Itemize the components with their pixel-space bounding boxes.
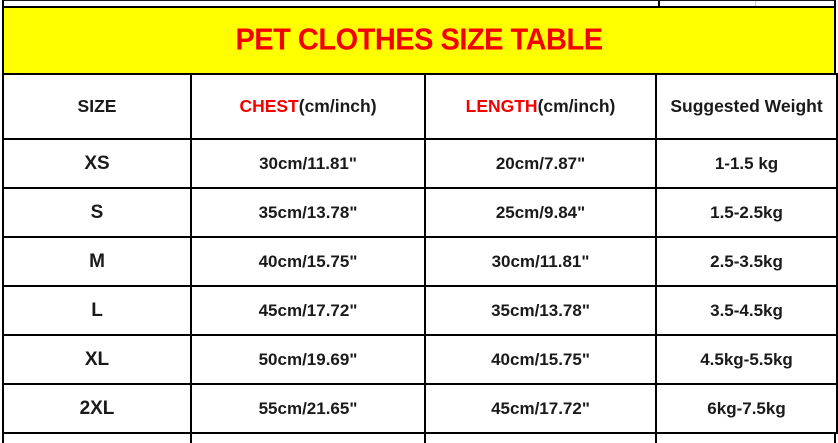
weight-cell: 3.5-4.5kg xyxy=(655,285,838,336)
table-row: L 45cm/17.72" 35cm/13.78" 3.5-4.5kg xyxy=(2,285,838,336)
length-cell: 45cm/17.72" xyxy=(424,383,657,434)
size-cell: XL xyxy=(2,334,192,385)
header-text: Suggested Weight xyxy=(670,96,823,116)
page-title: PET CLOTHES SIZE TABLE xyxy=(235,23,603,57)
table-row: S 35cm/13.78" 25cm/9.84" 1.5-2.5kg xyxy=(2,187,838,238)
chest-cell: 40cm/15.75" xyxy=(190,236,426,287)
col-header-size: SIZE xyxy=(2,73,192,140)
spreadsheet-bottom-row-remnant xyxy=(2,434,836,443)
gridline xyxy=(658,1,660,6)
size-cell: L xyxy=(2,285,192,336)
size-cell: M xyxy=(2,236,192,287)
gridline xyxy=(190,434,192,443)
length-cell: 35cm/13.78" xyxy=(424,285,657,336)
weight-cell: 2.5-3.5kg xyxy=(655,236,838,287)
table-row: 2XL 55cm/21.65" 45cm/17.72" 6kg-7.5kg xyxy=(2,383,838,434)
size-cell: 2XL xyxy=(2,383,192,434)
col-header-length: LENGTH(cm/inch) xyxy=(424,73,657,140)
chest-cell: 55cm/21.65" xyxy=(190,383,426,434)
table-header-row: SIZE CHEST(cm/inch) LENGTH(cm/inch) Sugg… xyxy=(2,73,838,140)
length-cell: 20cm/7.87" xyxy=(424,138,657,189)
gridline xyxy=(655,434,657,443)
header-text: SIZE xyxy=(77,96,117,116)
length-cell: 40cm/15.75" xyxy=(424,334,657,385)
weight-cell: 1.5-2.5kg xyxy=(655,187,838,238)
gridline xyxy=(424,434,426,443)
spreadsheet-top-row-remnant xyxy=(2,0,836,6)
size-cell: S xyxy=(2,187,192,238)
table-row: M 40cm/15.75" 30cm/11.81" 2.5-3.5kg xyxy=(2,236,838,287)
weight-cell: 4.5kg-5.5kg xyxy=(655,334,838,385)
chest-cell: 35cm/13.78" xyxy=(190,187,426,238)
size-cell: XS xyxy=(2,138,192,189)
length-cell: 30cm/11.81" xyxy=(424,236,657,287)
size-table: SIZE CHEST(cm/inch) LENGTH(cm/inch) Sugg… xyxy=(2,73,838,434)
table-row: XS 30cm/11.81" 20cm/7.87" 1-1.5 kg xyxy=(2,138,838,189)
length-cell: 25cm/9.84" xyxy=(424,187,657,238)
weight-cell: 1-1.5 kg xyxy=(655,138,838,189)
header-text: (cm/inch) xyxy=(298,96,377,116)
col-header-chest: CHEST(cm/inch) xyxy=(190,73,426,140)
header-accent: LENGTH xyxy=(465,96,538,116)
chest-cell: 30cm/11.81" xyxy=(190,138,426,189)
weight-cell: 6kg-7.5kg xyxy=(655,383,838,434)
table-row: XL 50cm/19.69" 40cm/15.75" 4.5kg-5.5kg xyxy=(2,334,838,385)
header-text: (cm/inch) xyxy=(537,96,616,116)
title-banner: PET CLOTHES SIZE TABLE xyxy=(2,6,836,73)
chest-cell: 50cm/19.69" xyxy=(190,334,426,385)
gridline xyxy=(755,1,756,6)
header-accent: CHEST xyxy=(239,96,299,116)
col-header-weight: Suggested Weight xyxy=(655,73,838,140)
chest-cell: 45cm/17.72" xyxy=(190,285,426,336)
